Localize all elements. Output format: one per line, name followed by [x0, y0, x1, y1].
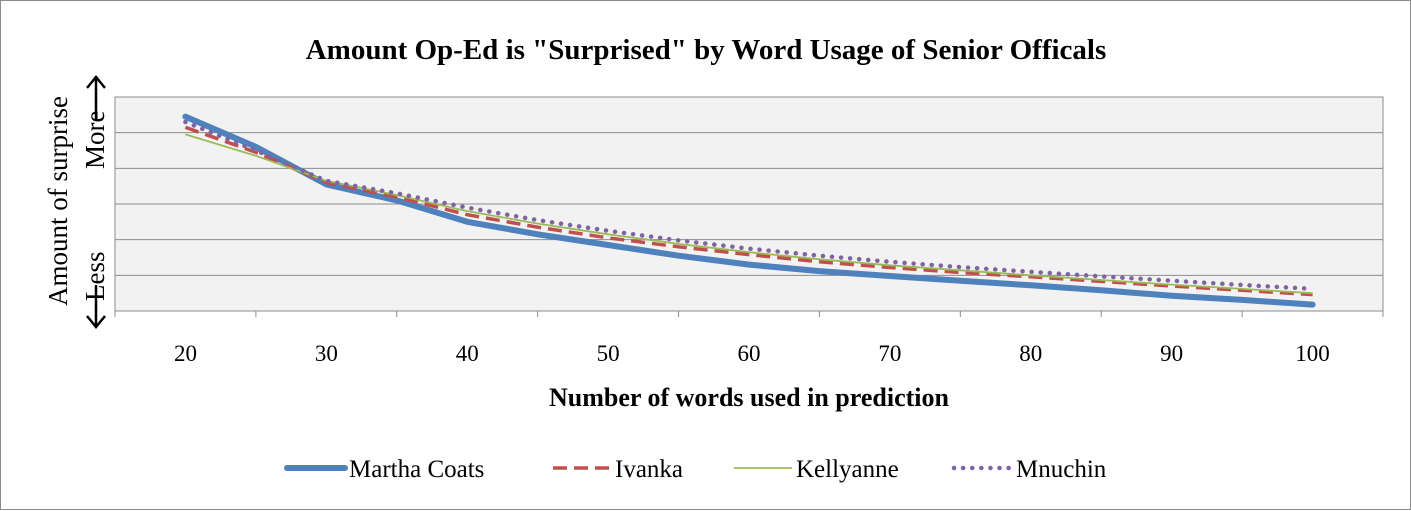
x-axis-ticks	[114, 311, 1384, 317]
x-tick-label: 50	[597, 341, 620, 366]
x-tick-label: 80	[1019, 341, 1042, 366]
x-tick-label: 40	[456, 341, 479, 366]
legend-label: Kellyanne	[796, 456, 899, 483]
arrow-down-icon	[86, 285, 106, 329]
y-more-label: More	[80, 111, 110, 169]
x-tick-label: 60	[738, 341, 761, 366]
y-more-group: More	[80, 111, 110, 169]
series-line-mnuchin	[183, 119, 1315, 292]
x-tick-label: 30	[315, 341, 338, 366]
x-tick-label: 90	[1160, 341, 1183, 366]
x-tick-label: 20	[174, 341, 197, 366]
legend-label: Mnuchin	[1016, 456, 1107, 483]
y-axis-label: Amount of surprise	[43, 96, 73, 306]
x-tick-labels: 20 30 40 50 60 70 80 90 100	[174, 341, 1330, 366]
y-axis-label-group: Amount of surprise	[43, 96, 73, 306]
x-axis-label: Number of words used in prediction	[549, 383, 949, 412]
series-lines	[182, 113, 1316, 308]
x-tick-label: 70	[878, 341, 901, 366]
x-tick-label: 100	[1295, 341, 1330, 366]
chart-title: Amount Op-Ed is "Surprised" by Word Usag…	[306, 34, 1107, 66]
legend-label: Martha Coats	[349, 456, 484, 483]
grid-lines	[115, 132, 1383, 276]
series-line-martha-coats	[182, 113, 1316, 308]
arrow-up-icon	[86, 75, 106, 119]
series-line-ivanka	[184, 125, 1313, 297]
legend: Martha Coats Ivanka Kellyanne Mnuchin	[284, 456, 1107, 483]
legend-label: Ivanka	[615, 456, 683, 483]
